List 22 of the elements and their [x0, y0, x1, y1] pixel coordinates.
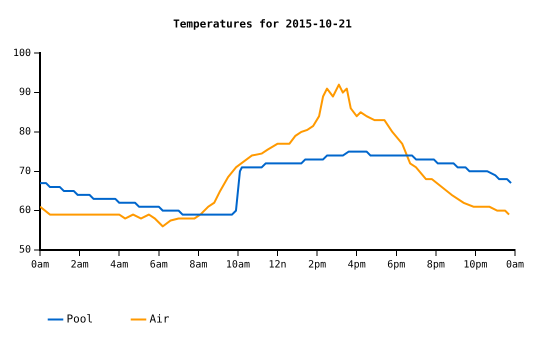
y-tick-label: 60 — [19, 205, 32, 216]
x-tick-label: 8am — [189, 260, 208, 271]
x-tick-label: 6am — [150, 260, 168, 271]
x-tick-label: 4am — [110, 260, 128, 271]
chart-title: Temperatures for 2015-10-21 — [173, 17, 352, 30]
x-tick-label: 10am — [226, 260, 250, 271]
x-tick-label: 2am — [70, 260, 89, 271]
x-tick-label: 6pm — [387, 260, 406, 271]
y-tick-label: 100 — [13, 48, 32, 59]
y-tick-label: 70 — [19, 166, 32, 177]
x-tick-label: 0am — [31, 260, 50, 271]
y-tick-label: 50 — [19, 244, 32, 256]
y-tick-label: 80 — [19, 126, 32, 138]
x-tick-label: 0am — [506, 260, 524, 271]
x-tick-label: 10pm — [463, 260, 488, 271]
legend-label: Pool — [66, 312, 93, 326]
x-tick-label: 12n — [268, 260, 287, 271]
x-tick-label: 2pm — [308, 260, 326, 271]
x-tick-label: 4pm — [348, 260, 366, 271]
y-tick-label: 90 — [19, 87, 32, 98]
legend-label: Air — [149, 312, 170, 326]
x-tick-label: 8pm — [426, 260, 445, 271]
